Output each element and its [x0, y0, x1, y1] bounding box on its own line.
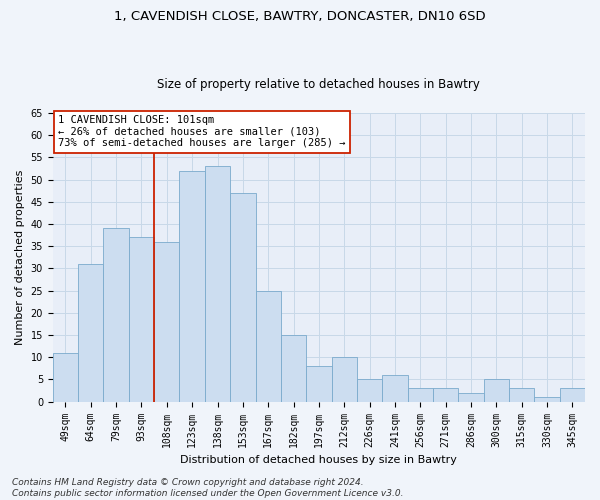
Bar [560, 388, 585, 402]
Bar [433, 388, 458, 402]
Bar [53, 353, 78, 402]
Text: 1 CAVENDISH CLOSE: 101sqm
← 26% of detached houses are smaller (103)
73% of semi: 1 CAVENDISH CLOSE: 101sqm ← 26% of detac… [58, 115, 346, 148]
Text: Contains HM Land Registry data © Crown copyright and database right 2024.
Contai: Contains HM Land Registry data © Crown c… [12, 478, 404, 498]
X-axis label: Distribution of detached houses by size in Bawtry: Distribution of detached houses by size … [181, 455, 457, 465]
Bar [458, 393, 484, 402]
Bar [332, 358, 357, 402]
Bar [357, 380, 382, 402]
Bar [78, 264, 103, 402]
Bar [129, 238, 154, 402]
Bar [154, 242, 179, 402]
Bar [484, 380, 509, 402]
Bar [407, 388, 433, 402]
Bar [306, 366, 332, 402]
Bar [382, 375, 407, 402]
Title: Size of property relative to detached houses in Bawtry: Size of property relative to detached ho… [157, 78, 481, 91]
Bar [230, 193, 256, 402]
Y-axis label: Number of detached properties: Number of detached properties [15, 170, 25, 345]
Bar [205, 166, 230, 402]
Text: 1, CAVENDISH CLOSE, BAWTRY, DONCASTER, DN10 6SD: 1, CAVENDISH CLOSE, BAWTRY, DONCASTER, D… [114, 10, 486, 23]
Bar [256, 290, 281, 402]
Bar [179, 170, 205, 402]
Bar [103, 228, 129, 402]
Bar [535, 398, 560, 402]
Bar [281, 335, 306, 402]
Bar [509, 388, 535, 402]
